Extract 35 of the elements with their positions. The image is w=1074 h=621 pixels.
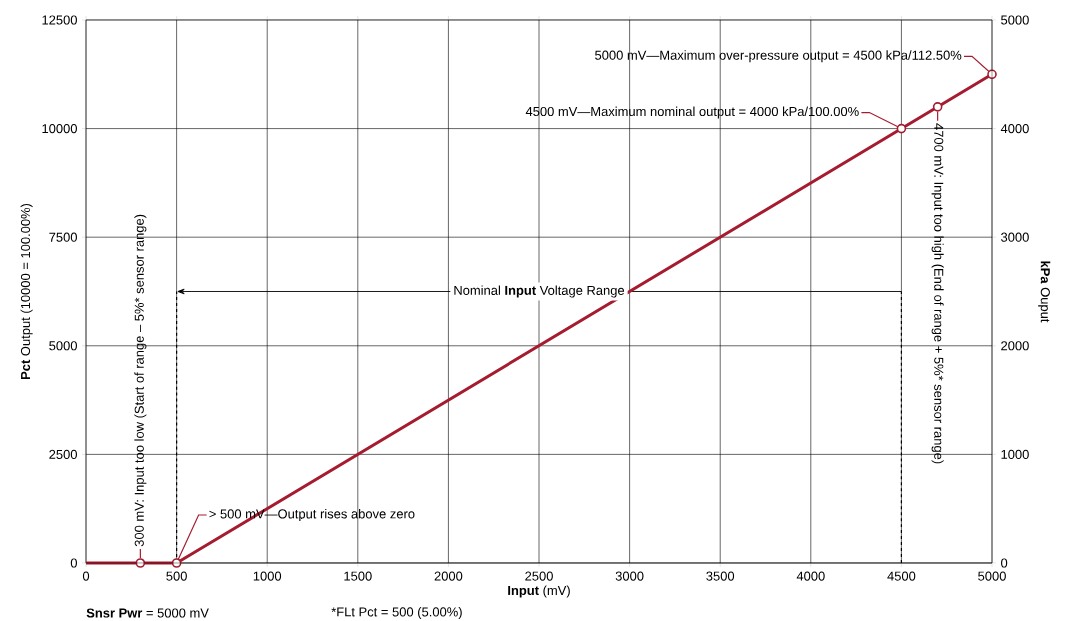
- x-tick-label: 1000: [253, 571, 282, 581]
- x-tick-label: 4000: [796, 571, 825, 581]
- y-tick-label: 7500: [49, 232, 77, 242]
- x-tick-label: 2500: [525, 571, 553, 581]
- x-tick-label: 5000: [978, 571, 1006, 581]
- x-tick-label: 4500: [887, 571, 916, 581]
- y-tick-label: 5000: [49, 341, 77, 351]
- x-tick-label: 3000: [615, 571, 644, 581]
- y2-tick-label: 3000: [1001, 232, 1029, 242]
- annotation: 5000 mV—Maximum over-pressure output = 4500 kPa/112.50%: [595, 50, 962, 63]
- y2-tick-label: 1000: [1001, 449, 1029, 459]
- y2-tick-label: 0: [1001, 558, 1008, 568]
- y-axis-title: Pct Output (10000 = 100.00%): [20, 203, 33, 380]
- point: [932, 102, 943, 112]
- text: *FLt Pct = 500 (5.00%): [331, 606, 462, 620]
- y2-tick-label: 4000: [1000, 123, 1029, 134]
- y-tick-label: 2500: [49, 449, 77, 459]
- x-tick-label: 500: [166, 571, 187, 581]
- x-tick-label: 0: [82, 571, 90, 581]
- y-tick-label: 10000: [42, 124, 77, 134]
- y2-tick-label: 2000: [1001, 341, 1029, 351]
- x-tick-label: 1500: [344, 571, 372, 581]
- annotation: 4500 mV—Maximum nominal output = 4000 kPa/100.00%: [525, 106, 859, 119]
- y2-tick-label: 5000: [1001, 15, 1029, 25]
- y2-axis-title: kPa Ouput: [1038, 261, 1051, 323]
- x-tick-label: 3500: [706, 571, 735, 581]
- text: Snsr Pwr = 5000 mV: [86, 608, 209, 618]
- x-axis-title: Input (mV): [508, 585, 570, 598]
- annotation: Nominal Input Voltage Range: [454, 285, 625, 298]
- x-tick-label: 2000: [434, 571, 463, 581]
- y-tick-label: 12500: [42, 15, 77, 25]
- annotation: 300 mV: Input too low (Start of range – 5%* sensor range): [134, 214, 147, 547]
- y-tick-label: 0: [70, 558, 77, 568]
- annotation: 4700 mV: Input too high (End of range + 5%* sensor range): [931, 123, 944, 464]
- point: [896, 123, 907, 134]
